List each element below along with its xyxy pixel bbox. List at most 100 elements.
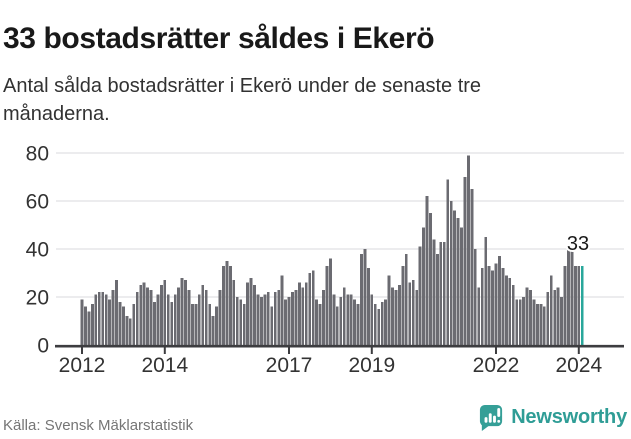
bar-highlighted: [580, 265, 584, 345]
bar: [232, 280, 236, 345]
bar: [401, 265, 405, 345]
bar: [460, 227, 463, 345]
bar: [484, 237, 488, 345]
bar: [156, 294, 160, 345]
bar: [377, 309, 381, 345]
chart-canvas: 0 20 40 60 80 2012 2014 2017 2019 2022 2024 33: [26, 143, 624, 377]
bar: [432, 239, 436, 345]
bar: [228, 265, 232, 345]
bar: [449, 201, 453, 345]
bar: [549, 275, 553, 345]
bar: [177, 287, 180, 345]
bar: [266, 292, 270, 345]
bar: [394, 289, 398, 345]
bar: [135, 292, 139, 345]
bar: [204, 289, 208, 345]
bar: [556, 287, 560, 345]
bar: [567, 249, 570, 345]
bar: [501, 268, 505, 345]
y-tick-label-40: 40: [26, 239, 49, 262]
page-title: 33 bostadsrätter såldes i Ekerö: [3, 22, 435, 56]
x-tick-label-2017: 2017: [266, 354, 313, 377]
bar: [560, 297, 563, 345]
bar: [253, 285, 256, 345]
bar: [173, 294, 177, 345]
bar: [239, 299, 243, 345]
bar: [263, 294, 267, 345]
bar: [308, 273, 312, 345]
bar: [429, 213, 432, 345]
bar: [80, 299, 84, 345]
bar: [249, 277, 253, 345]
bar: [304, 282, 308, 345]
bar: [453, 210, 456, 345]
bar-chart: 0 20 40 60 80 2012 2014 2017 2019 2022 2024 33: [0, 126, 631, 382]
source-attribution: Källa: Svensk Mäklarstatistik: [3, 417, 194, 434]
bar: [301, 287, 305, 345]
bar: [439, 241, 443, 345]
bar: [339, 297, 343, 345]
bar: [563, 265, 567, 345]
bar: [108, 299, 111, 345]
bar: [111, 289, 115, 345]
bar: [356, 304, 360, 345]
y-tick-label-80: 80: [26, 143, 49, 166]
x-tick-label-2012: 2012: [59, 354, 106, 377]
bar: [115, 280, 118, 345]
bar: [311, 270, 315, 345]
bar: [191, 304, 194, 345]
bar: [373, 304, 377, 345]
bar: [529, 289, 532, 345]
bar: [329, 258, 332, 345]
x-tick-label-2024: 2024: [555, 354, 602, 377]
bar: [97, 292, 101, 345]
bar: [273, 292, 277, 345]
bar: [346, 294, 350, 345]
bar: [366, 268, 370, 345]
bar: [435, 253, 439, 345]
bar: [335, 306, 339, 345]
bar: [322, 289, 325, 345]
bar: [553, 289, 557, 345]
bar: [532, 299, 536, 345]
bar: [511, 285, 515, 345]
bar: [446, 179, 450, 345]
newsworthy-logo[interactable]: Newsworthy: [478, 403, 627, 432]
bar: [342, 287, 346, 345]
x-tick-label-2022: 2022: [473, 354, 520, 377]
bar: [411, 280, 415, 345]
bar: [170, 301, 174, 345]
bar: [90, 304, 94, 345]
bar: [491, 270, 494, 345]
bar: [122, 306, 125, 345]
bar: [277, 289, 281, 345]
bar: [184, 280, 187, 345]
bar: [180, 277, 184, 345]
bar: [480, 268, 484, 345]
bar: [573, 265, 577, 345]
bar: [280, 275, 284, 345]
bar: [494, 263, 498, 345]
bar: [477, 287, 481, 345]
bar: [467, 155, 470, 345]
bar: [325, 265, 329, 345]
bar: [208, 304, 212, 345]
x-tick-label-2019: 2019: [348, 354, 395, 377]
bar: [159, 285, 163, 345]
bar: [370, 294, 374, 345]
bar: [256, 294, 260, 345]
y-tick-label-20: 20: [26, 287, 49, 310]
bar: [197, 294, 201, 345]
bar: [442, 241, 446, 345]
bar: [142, 282, 146, 345]
bar: [246, 282, 249, 345]
bar: [536, 304, 539, 345]
bar: [539, 304, 543, 345]
bar: [260, 297, 263, 345]
bar: [315, 299, 318, 345]
x-tick-label-2014: 2014: [141, 354, 188, 377]
bar: [391, 287, 394, 345]
chart-subtitle: Antal sålda bostadsrätter i Ekerö under …: [3, 75, 482, 125]
bar: [415, 289, 419, 345]
bar: [235, 297, 239, 345]
